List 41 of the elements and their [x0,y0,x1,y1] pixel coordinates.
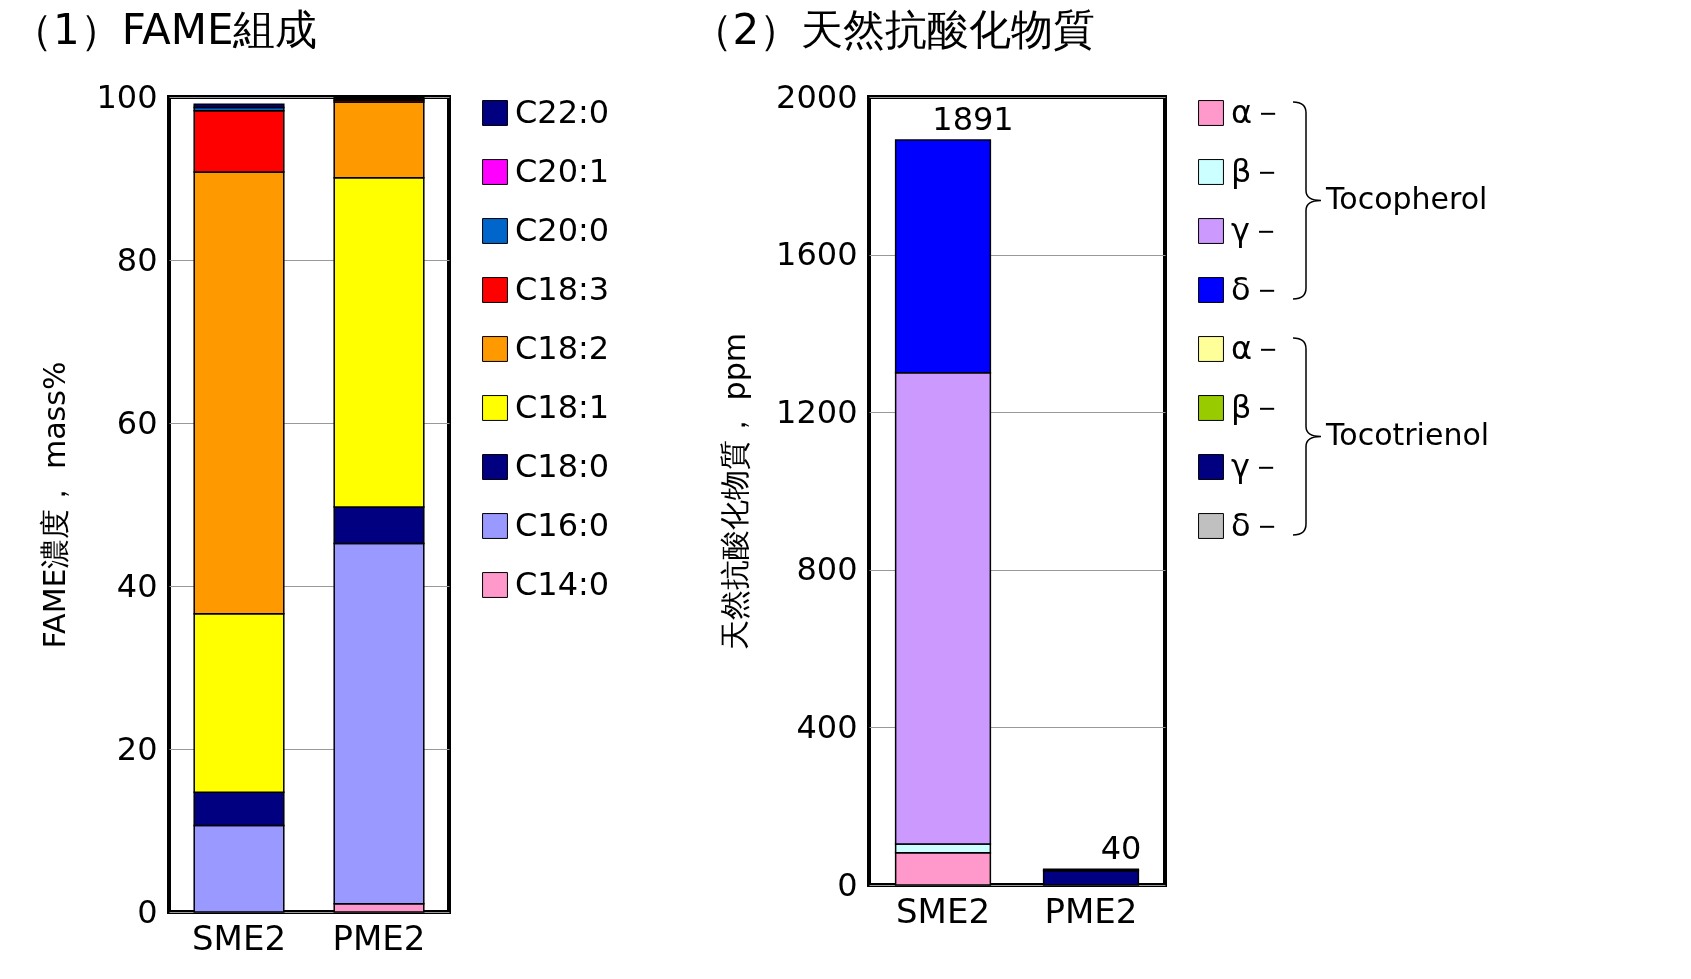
x-tick-label: PME2 [332,917,426,958]
y-tick-label: 40 [116,566,158,605]
legend-label: C20:1 [515,152,610,190]
text: Tocotrienol [1326,416,1490,452]
legend-label: β－ [1231,388,1284,426]
legend-label: δ－ [1231,270,1283,308]
legend-label: β－ [1231,152,1284,190]
chart-title: （2）天然抗酸化物質 [690,5,1096,54]
legend-label: γ－ [1231,447,1282,485]
legend-label: C16:0 [515,506,610,544]
legend-label: C18:2 [515,329,610,367]
y-tick-label: 1600 [776,235,858,274]
y-tick-label: 1200 [776,392,858,431]
chart-title: （1）FAME組成 [10,5,318,54]
legend-label: α－ [1231,93,1285,131]
legend-label: γ－ [1231,211,1282,249]
legend-label: α－ [1231,329,1285,367]
y-tick-label: 800 [796,550,858,589]
y-tick-label: 100 [96,77,158,116]
y-tick-label: 0 [137,892,158,931]
legend-label: δ－ [1231,506,1283,544]
x-tick-label: PME2 [1044,890,1138,931]
x-tick-label: SME2 [191,917,287,958]
legend-label: C18:0 [515,447,610,485]
y-tick-label: 80 [116,240,158,279]
y-axis-title: 天然抗酸化物質， ppm [717,333,753,650]
legend-label: C18:3 [515,270,610,308]
total-label: 1891 [932,99,1014,138]
y-tick-label: 20 [116,729,158,768]
legend-label: C14:0 [515,565,610,603]
y-axis-title: FAME濃度， mass% [37,361,73,649]
y-tick-label: 0 [837,865,858,904]
legend-label: C22:0 [515,93,610,131]
y-tick-label: 400 [796,707,858,746]
y-tick-label: 2000 [776,77,858,116]
x-tick-label: SME2 [895,890,991,931]
legend-label: C18:1 [515,388,610,426]
y-tick-label: 60 [116,403,158,442]
legend-label: C20:0 [515,211,610,249]
total-label: 40 [1100,829,1142,868]
text: Tocopherol [1326,180,1488,216]
